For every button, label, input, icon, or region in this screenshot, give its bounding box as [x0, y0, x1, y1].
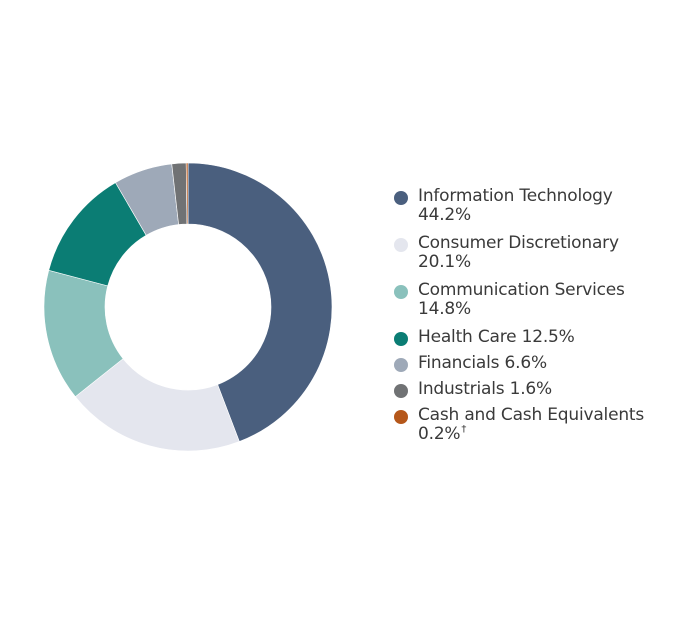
footnote-dagger: † [461, 424, 467, 436]
legend: Information Technology 44.2% Consumer Di… [394, 187, 674, 453]
legend-item-consumer-discretionary: Consumer Discretionary 20.1% [394, 234, 674, 272]
legend-swatch [394, 332, 408, 346]
legend-label: Cash and Cash Equivalents [418, 405, 645, 425]
legend-swatch [394, 384, 408, 398]
donut-slices [43, 162, 333, 452]
slice-cash-and-cash-equivalents [185, 162, 189, 225]
legend-value: 12.5% [521, 327, 575, 347]
legend-value: 1.6% [509, 379, 553, 399]
legend-label: Health Care [418, 327, 517, 347]
legend-item-financials: Financials 6.6% [394, 354, 674, 373]
legend-item-communication-services: Communication Services 14.8% [394, 281, 674, 319]
legend-value: 0.2% [418, 424, 461, 444]
slice-consumer-discretionary [74, 358, 240, 452]
legend-label: Industrials [418, 379, 505, 399]
legend-label: Information Technology [418, 186, 613, 206]
legend-label: Financials [418, 353, 500, 373]
legend-item-cash-and-cash-equivalents: Cash and Cash Equivalents 0.2%† [394, 406, 674, 444]
legend-value: 44.2% [418, 205, 472, 225]
legend-swatch [394, 238, 408, 252]
donut-chart [43, 162, 333, 452]
legend-swatch [394, 191, 408, 205]
legend-label: Consumer Discretionary [418, 233, 619, 253]
legend-value: 14.8% [418, 299, 472, 319]
legend-swatch [394, 358, 408, 372]
legend-swatch [394, 285, 408, 299]
legend-swatch [394, 410, 408, 424]
legend-item-industrials: Industrials 1.6% [394, 380, 674, 399]
slice-information-technology [187, 162, 333, 442]
legend-label: Communication Services [418, 280, 625, 300]
legend-item-health-care: Health Care 12.5% [394, 328, 674, 347]
legend-item-information-technology: Information Technology 44.2% [394, 187, 674, 225]
legend-value-line: 0.2%† [418, 425, 674, 444]
legend-value: 6.6% [504, 353, 548, 373]
legend-value: 20.1% [418, 252, 472, 272]
